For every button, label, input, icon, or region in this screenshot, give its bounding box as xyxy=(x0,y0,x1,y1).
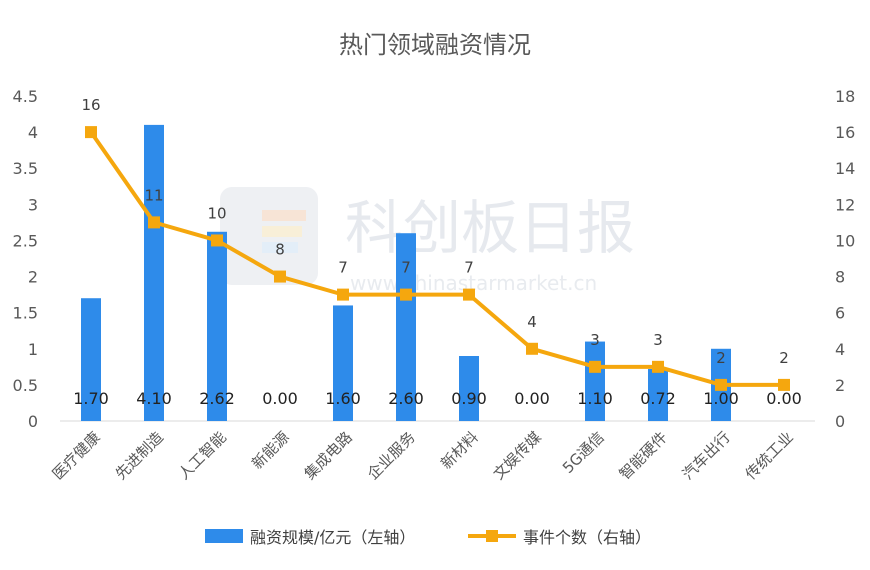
bar-data-label: 2.62 xyxy=(199,389,235,408)
right-tick-label: 18 xyxy=(835,87,855,106)
right-tick-label: 10 xyxy=(835,231,855,250)
legend-line-marker xyxy=(486,530,498,542)
line-data-label: 3 xyxy=(653,331,663,349)
bar-data-label: 1.60 xyxy=(325,389,361,408)
right-tick-label: 6 xyxy=(835,304,845,323)
bar xyxy=(648,369,668,421)
watermark-logo-block xyxy=(262,242,298,253)
bar-data-label: 0.00 xyxy=(262,389,298,408)
watermark-text: 科创板日报 xyxy=(345,194,635,262)
line-data-label: 2 xyxy=(716,349,726,367)
line-point xyxy=(337,288,349,301)
line-data-label: 16 xyxy=(81,96,100,114)
legend: 融资规模/亿元（左轴） 事件个数（右轴） xyxy=(205,528,651,547)
watermark-logo-block xyxy=(262,210,306,221)
line-point xyxy=(148,216,160,229)
bar-data-label: 0.72 xyxy=(640,389,676,408)
category-label: 先进制造 xyxy=(112,428,167,483)
category-label: 人工智能 xyxy=(175,428,230,483)
right-axis: 0 2 4 6 8 10 12 14 16 18 xyxy=(835,87,855,431)
right-tick-label: 12 xyxy=(835,195,855,214)
category-label: 新能源 xyxy=(248,428,293,473)
right-tick-label: 4 xyxy=(835,340,845,359)
left-tick-label: 2.5 xyxy=(13,231,38,250)
left-tick-label: 3 xyxy=(28,195,38,214)
category-label: 医疗健康 xyxy=(49,428,104,483)
line-data-label: 4 xyxy=(527,313,537,331)
left-tick-label: 4 xyxy=(28,123,38,142)
left-axis: 0 0.5 1 1.5 2 2.5 3 3.5 4 4.5 xyxy=(13,87,38,431)
line-data-label: 8 xyxy=(275,241,285,259)
line-data-label: 10 xyxy=(207,204,226,222)
bar-data-label: 1.10 xyxy=(577,389,613,408)
bar-data-label: 0.90 xyxy=(451,389,487,408)
legend-bar-label: 融资规模/亿元（左轴） xyxy=(250,528,415,547)
category-label: 智能硬件 xyxy=(616,428,671,483)
legend-bar-swatch xyxy=(205,529,243,543)
bar xyxy=(333,305,353,421)
left-tick-label: 1.5 xyxy=(13,304,38,323)
watermark-logo-block xyxy=(262,226,302,237)
bar xyxy=(585,341,605,421)
bar xyxy=(144,124,164,421)
bar-data-label: 2.60 xyxy=(388,389,424,408)
series-line xyxy=(89,130,784,387)
watermark: 科创板日报 www.chinastarmarket.cn xyxy=(220,187,635,295)
category-label: 集成电路 xyxy=(301,428,356,483)
bar xyxy=(396,233,416,421)
line-point xyxy=(589,360,601,373)
category-label: 新材料 xyxy=(437,428,482,473)
left-tick-label: 0.5 xyxy=(13,376,38,395)
category-label: 文娱传媒 xyxy=(490,428,545,483)
line-point xyxy=(85,126,97,139)
bar-data-label: 0.00 xyxy=(514,389,550,408)
category-label: 5G通信 xyxy=(559,428,608,477)
line-data-label: 7 xyxy=(464,259,474,277)
bar-labels: 1.70 4.10 2.62 0.00 1.60 2.60 0.90 0.00 1.10 0.72… xyxy=(73,389,802,408)
line-labels: 16 11 10 8 7 7 7 4 3 3 2 2 xyxy=(81,96,788,367)
line-point xyxy=(778,378,790,391)
bar xyxy=(207,231,227,421)
line-point xyxy=(526,342,538,355)
left-tick-label: 3.5 xyxy=(13,159,38,178)
line-data-label: 7 xyxy=(338,259,348,277)
line-point xyxy=(274,270,286,283)
legend-line-label: 事件个数（右轴） xyxy=(523,528,651,547)
line-data-label: 11 xyxy=(144,186,163,204)
bar xyxy=(81,298,101,421)
left-tick-label: 4.5 xyxy=(13,87,38,106)
bar-data-label: 4.10 xyxy=(136,389,172,408)
bar xyxy=(459,356,479,421)
right-tick-label: 2 xyxy=(835,376,845,395)
left-tick-label: 0 xyxy=(28,412,38,431)
right-tick-label: 16 xyxy=(835,123,855,142)
category-label: 汽车出行 xyxy=(679,428,734,483)
left-tick-label: 1 xyxy=(28,340,38,359)
right-tick-label: 8 xyxy=(835,268,845,287)
bar-data-label: 1.00 xyxy=(703,389,739,408)
line-data-label: 3 xyxy=(590,331,600,349)
bar-series xyxy=(81,124,731,421)
chart-title: 热门领域融资情况 xyxy=(339,31,531,59)
line-point xyxy=(211,234,223,247)
line-data-label: 7 xyxy=(401,259,411,277)
category-label: 企业服务 xyxy=(364,428,419,483)
line-data-label: 2 xyxy=(779,349,789,367)
line-point xyxy=(400,288,412,301)
line-point xyxy=(652,360,664,373)
line-series xyxy=(85,126,790,391)
right-tick-label: 14 xyxy=(835,159,855,178)
bar-data-label: 0.00 xyxy=(766,389,802,408)
left-tick-label: 2 xyxy=(28,268,38,287)
line-point xyxy=(463,288,475,301)
category-label: 传统工业 xyxy=(742,428,797,483)
x-axis-categories: 医疗健康 先进制造 人工智能 新能源 集成电路 企业服务 新材料 文娱传媒 5G通信 智能硬件 汽车… xyxy=(49,428,797,483)
line-point xyxy=(715,378,727,391)
right-tick-label: 0 xyxy=(835,412,845,431)
bar-data-label: 1.70 xyxy=(73,389,109,408)
